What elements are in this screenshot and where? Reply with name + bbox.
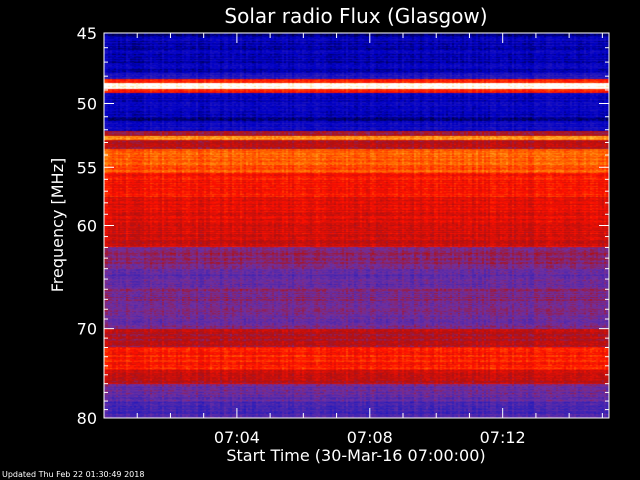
chart-title: Solar radio Flux (Glasgow) <box>224 4 487 28</box>
x-tick-label: 07:04 <box>214 428 260 447</box>
y-tick-label: 70 <box>77 320 97 339</box>
y-tick-label: 60 <box>77 217 97 236</box>
updated-timestamp: Updated Thu Feb 22 01:30:49 2018 <box>2 470 145 479</box>
y-tick-label: 50 <box>77 95 97 114</box>
y-tick-label: 80 <box>77 409 97 428</box>
y-axis-label: Frequency [MHz] <box>48 158 67 292</box>
spectrogram-image <box>104 33 609 418</box>
y-tick-label: 45 <box>77 24 97 43</box>
spectrogram-plot <box>104 33 609 418</box>
x-tick-label: 07:08 <box>347 428 393 447</box>
x-tick-labels: 07:04 07:08 07:12 <box>214 428 526 447</box>
x-tick-label: 07:12 <box>480 428 526 447</box>
y-tick-labels: 45 50 55 60 70 80 <box>77 24 97 428</box>
x-axis-label: Start Time (30-Mar-16 07:00:00) <box>226 446 485 465</box>
y-tick-label: 55 <box>77 158 97 177</box>
axis-ticks <box>103 32 609 419</box>
